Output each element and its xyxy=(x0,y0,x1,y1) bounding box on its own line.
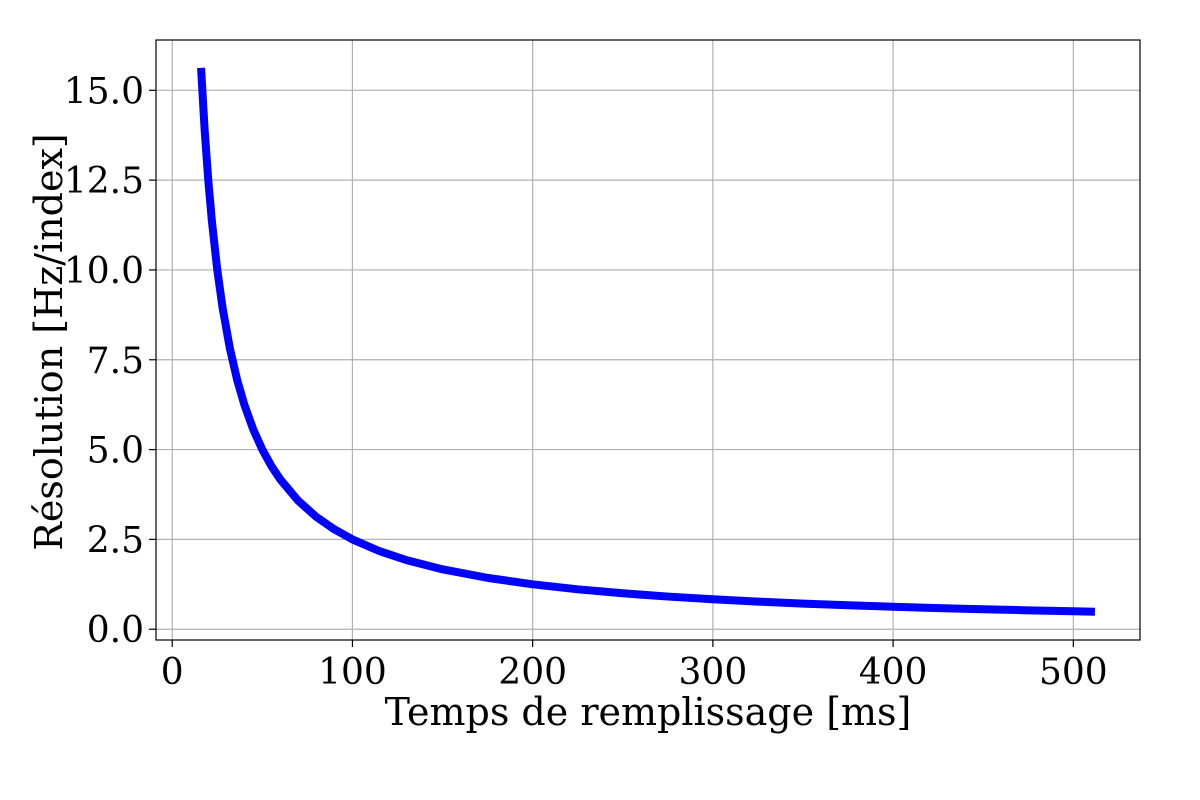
series-layer xyxy=(197,67,1096,616)
x-tick-label: 400 xyxy=(859,652,928,693)
y-axis-title: Résolution [Hz/index] xyxy=(27,133,71,550)
x-tick-label: 200 xyxy=(498,652,567,693)
series-line xyxy=(197,67,1096,616)
grid xyxy=(156,40,1140,640)
y-tick-label: 15.0 xyxy=(64,71,144,112)
y-axis: 0.0 2.5 5.0 7.5 10.0 12.5 15.0 xyxy=(64,71,156,651)
x-axis-title: Temps de remplissage [ms] xyxy=(385,690,912,734)
y-tick-label: 7.5 xyxy=(87,341,144,382)
x-tick-label: 0 xyxy=(161,652,184,693)
plot-frame xyxy=(155,39,1141,641)
y-tick-label: 2.5 xyxy=(87,520,144,561)
x-axis: 0 100 200 300 400 500 xyxy=(161,640,1108,693)
x-tick-label: 100 xyxy=(318,652,387,693)
x-tick-label: 300 xyxy=(679,652,748,693)
y-tick-label: 12.5 xyxy=(64,161,144,202)
y-tick-label: 10.0 xyxy=(64,251,144,292)
y-tick-label: 5.0 xyxy=(87,431,144,472)
y-tick-label: 0.0 xyxy=(87,610,144,651)
x-tick-label: 500 xyxy=(1039,652,1108,693)
